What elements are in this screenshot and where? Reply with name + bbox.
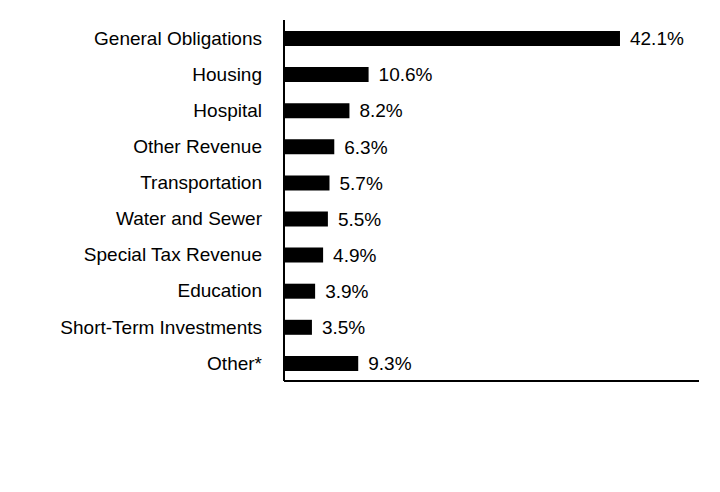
svg-text:Housing: Housing [192, 64, 262, 85]
svg-text:Transportation: Transportation [140, 172, 262, 193]
svg-text:6.3%: 6.3% [344, 137, 387, 158]
svg-text:8.2%: 8.2% [359, 100, 402, 121]
svg-text:Other*: Other* [207, 353, 263, 374]
svg-text:10.6%: 10.6% [379, 64, 433, 85]
svg-text:Short-Term Investments: Short-Term Investments [60, 317, 262, 338]
svg-text:3.9%: 3.9% [325, 281, 368, 302]
svg-text:42.1%: 42.1% [630, 28, 684, 49]
svg-text:9.3%: 9.3% [368, 353, 411, 374]
svg-text:Special Tax Revenue: Special Tax Revenue [84, 244, 262, 265]
svg-text:Other Revenue: Other Revenue [133, 136, 262, 157]
svg-text:4.9%: 4.9% [333, 245, 376, 266]
svg-text:Education: Education [177, 280, 262, 301]
svg-text:General Obligations: General Obligations [94, 28, 262, 49]
svg-text:Hospital: Hospital [193, 100, 262, 121]
svg-text:5.7%: 5.7% [339, 173, 382, 194]
svg-text:5.5%: 5.5% [338, 209, 381, 230]
svg-text:Water and Sewer: Water and Sewer [116, 208, 263, 229]
svg-text:3.5%: 3.5% [322, 317, 365, 338]
